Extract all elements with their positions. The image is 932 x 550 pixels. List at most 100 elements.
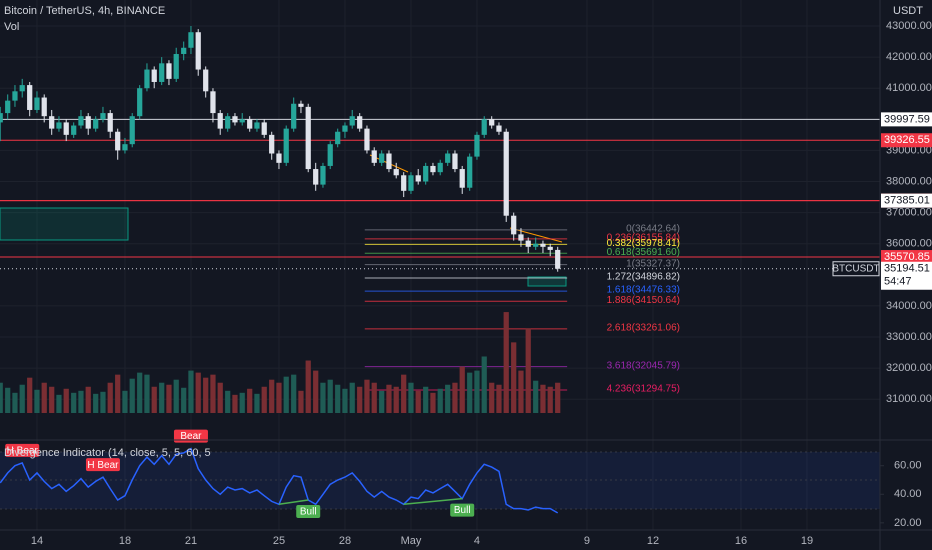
volume-bar [195,372,201,413]
candle-body [63,122,69,135]
volume-bar [122,390,128,413]
candle-body [151,69,157,82]
candle-body [12,91,18,101]
bull-divergence [278,499,309,506]
y-tick-label: 43000.00 [886,20,932,32]
candle-body [71,125,77,135]
volume-bar [423,386,429,413]
bear-label-bg [85,458,120,472]
price-label: 35570.85 [884,251,930,263]
fib-label: 1(35327.37) [626,258,680,269]
volume-bar [298,390,304,413]
candle-body [489,119,495,126]
price-label: 37385.01 [884,195,930,207]
candle-body [188,32,194,48]
currency: USDT [893,5,923,17]
volume-bar [430,392,436,413]
candle-body [291,103,297,129]
volume-bar [452,382,458,413]
y-tick-label: 34000.00 [886,300,932,312]
candle-body [364,128,370,151]
volume-bar [547,386,553,413]
volume-bar [5,387,11,413]
candle-body [137,88,143,117]
volume-bar [239,392,245,413]
volume-bar [188,370,194,413]
volume-bar [100,391,106,413]
volume-bar [496,384,502,413]
volume-bar [93,393,99,413]
volume-bar [107,382,113,413]
volume-bar [320,382,326,413]
bull-label: Bull [454,505,471,516]
bear-label-bg [5,443,40,457]
bull-divergence [403,497,463,506]
indicator-tick-label: 20.00 [894,517,922,529]
fib-label: 0.382(35978.41) [607,238,680,249]
y-tick-label: 42000.00 [886,51,932,63]
candle-body [239,119,245,123]
volume-bar [386,384,392,413]
volume-bar [437,388,443,413]
candle-body [56,122,62,129]
volume-bar [78,390,84,413]
candle-body [335,131,341,145]
volume-bar [203,377,209,413]
fib-label: 3.618(32045.79) [607,360,680,371]
volume-bar [379,390,385,413]
candle-body [144,69,150,89]
candle-body [533,243,539,247]
volume-bar [489,382,495,413]
symbol-tag: BTCUSDT [832,263,879,274]
volume-bar [217,382,223,413]
candle-body [445,153,451,163]
candle-body [408,175,414,191]
volume-bar [503,312,509,413]
y-tick-label: 33000.00 [886,331,932,343]
volume-bar [467,372,473,413]
volume-bar [19,384,25,413]
candle-body [100,113,106,120]
candle-body [283,128,289,163]
volume-bar [511,342,517,413]
volume-bar [305,360,311,413]
fib-label: 1.618(34476.33) [607,285,680,296]
candle-body [320,165,326,185]
candle-body [78,116,84,126]
candle-body [525,240,531,247]
price-label: 39326.55 [884,134,930,146]
x-tick-label: 28 [339,535,351,547]
candle-body [518,234,524,241]
candle-body [401,175,407,191]
plot-area: 0(36442.64)0.236(36155.84)0.382(35978.41… [0,25,880,413]
volume-bar [166,384,172,413]
candle-body [298,103,304,107]
volume-bar [34,389,40,413]
fib-label: 0.618(35691.60) [607,247,680,258]
volume-bar [540,384,546,413]
volume-bar [445,384,451,413]
candle-body [217,113,223,129]
candle-body [342,125,348,132]
candle-body [349,116,355,126]
candle-body [115,131,121,151]
x-tick-label: 25 [273,535,285,547]
chart-title: Bitcoin / TetherUS, 4h, BINANCE [4,5,165,17]
x-tick-label: 9 [584,535,590,547]
x-tick-label: 21 [185,535,197,547]
y-tick-label: 32000.00 [886,362,932,374]
fib-label: 2.618(33261.06) [607,323,680,334]
volume-bar [518,370,524,413]
volume-bar [144,374,150,413]
fib-label: 0.236(36155.84) [607,232,680,243]
fib-label: 4.236(31294.75) [607,384,680,395]
candle-body [210,91,216,114]
candle-body [423,165,429,182]
candle-body [49,116,55,129]
candle-body [41,97,47,117]
candle-body [107,113,113,132]
x-tick-label: 12 [647,535,659,547]
volume-bar [283,376,289,413]
